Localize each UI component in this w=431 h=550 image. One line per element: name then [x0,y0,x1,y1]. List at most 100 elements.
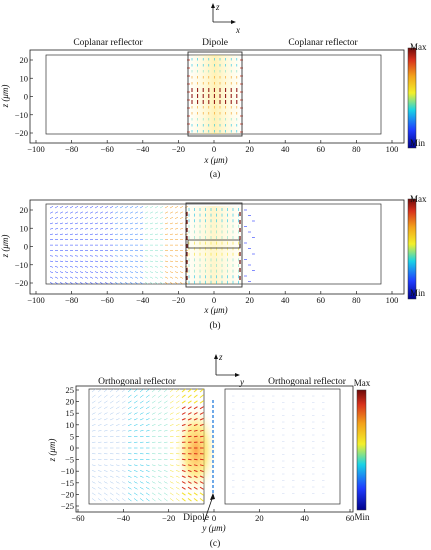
field-arrow-b [109,217,114,219]
field-arrow-c [133,492,138,496]
label-orthogonal-left: Orthogonal reflector [98,376,177,387]
field-arrow-c [115,492,120,496]
field-arrow-c [103,418,108,421]
field-arrow-b [94,217,99,219]
field-arrow-b [64,211,69,214]
field-arrow-c [103,475,108,478]
field-arrow-b [49,217,54,219]
field-arrow-b [154,211,159,214]
field-arrow-c [103,412,108,415]
field-arrow-c [139,475,144,478]
y-b-tick-label: −10 [15,260,28,270]
field-arrow-c [139,406,144,410]
field-arrow-c [139,458,144,461]
field-arrow-c [109,412,114,415]
field-arrow-c [181,406,186,410]
field-arrow-c [103,492,108,496]
field-arrow-c [175,486,180,490]
field-arrow-b [159,228,164,230]
field-arrow-c [127,430,132,432]
field-arrow-c [181,481,186,484]
field-arrow-b [154,206,159,209]
field-arrow-b [174,206,179,209]
field-arrow-c [151,394,156,398]
field-arrow-c [175,424,180,426]
y-axis-label-c: z (μm) [47,439,57,463]
field-arrow-b [114,206,119,209]
x-b-tick-label: 80 [352,295,361,305]
field-arrow-b [114,233,119,235]
axes-glyph-a: z x [211,2,240,35]
field-arrow-c [157,435,162,438]
field-arrow-b [144,266,149,268]
field-arrow-c [181,492,186,496]
field-map-c [174,402,218,498]
field-arrow-b [179,211,184,214]
field-arrow-c [145,464,150,466]
field-arrow-c [139,412,144,415]
field-arrow-b [99,222,104,225]
field-arrow-b [149,276,154,279]
field-arrow-b [179,276,184,279]
field-arrow-b [94,211,99,214]
field-arrow-c [127,464,132,466]
field-arrow-c [109,464,114,466]
field-arrow-c [193,394,198,398]
field-arrow-b [149,281,154,285]
field-arrow-c [127,492,132,496]
field-arrow-c [193,486,198,490]
field-arrow-b [99,260,104,262]
field-arrow-b [184,206,189,209]
field-arrow-b [184,233,189,235]
x-a-tick-label: 40 [281,144,290,154]
field-arrow-b [139,222,144,225]
field-arrow-c [127,498,132,502]
field-arrow-c [103,458,108,461]
field-arrow-c [157,430,162,432]
field-arrow-c [121,435,126,438]
field-arrow-b [174,217,179,219]
field-arrow-b [124,217,129,219]
y-c-tick-label: 15 [66,408,75,418]
field-arrow-c [169,486,174,490]
field-arrow-b [104,233,109,235]
field-arrow-b [54,271,59,274]
field-arrow-c [103,464,108,466]
field-arrow-c [139,498,144,502]
field-arrow-c [181,464,186,467]
field-arrow-c [121,492,126,496]
field-arrow-b [49,206,54,209]
y-b-tick-label: 0 [24,242,28,252]
field-arrow-b [94,206,99,209]
field-arrow-b [124,233,129,235]
field-arrow-c [109,394,114,398]
field-arrow-c [175,492,180,496]
panel-a: z x Coplanar reflector Dipole Coplanar r… [0,2,427,180]
field-arrow-b [64,271,69,274]
field-arrow-b [84,271,89,274]
caption-b: (b) [209,320,220,331]
field-arrow-b [119,255,124,257]
field-arrow-c [115,406,120,410]
x-a-tick-label: 0 [212,144,216,154]
field-arrow-b [54,233,59,235]
field-arrow-b [154,228,159,230]
axis-glyph-z-c: z [218,352,223,362]
y-c-tick-label: 10 [66,420,75,430]
field-arrow-b [94,271,99,274]
field-arrow-c [133,424,138,426]
field-arrow-b [69,228,74,230]
field-arrow-b [59,266,64,268]
field-arrow-b [129,222,134,225]
reflector-right-c [224,388,341,505]
field-arrow-b [179,281,184,285]
field-arrow-c [127,412,132,415]
field-arrow-c [169,430,174,432]
field-arrow-c [163,418,168,421]
field-arrow-c [151,400,156,404]
field-arrow-b [94,281,99,285]
field-arrow-b [99,266,104,268]
field-arrow-b [154,222,159,225]
field-arrow-c [187,400,192,404]
field-arrow-b [159,222,164,225]
